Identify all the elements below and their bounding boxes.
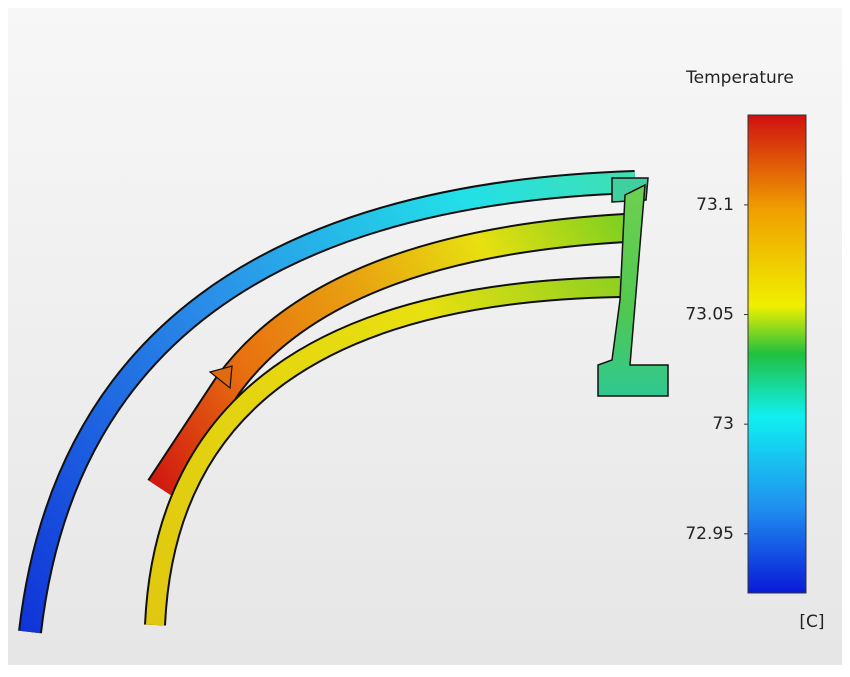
tick-label: 72.95 [685, 524, 734, 544]
tick-label: 73.1 [696, 195, 734, 215]
tick-label: 73.05 [685, 305, 734, 325]
legend-title: Temperature [685, 68, 794, 88]
page: Temperature [C] 73.173.057372.95 (() => … [0, 0, 850, 673]
tick-label: 73 [712, 414, 734, 434]
legend-unit: [C] [799, 612, 824, 632]
viewport-background [8, 8, 842, 665]
result-viewer: Temperature [C] 73.1 73.05 73 72.95 [0, 0, 850, 673]
color-bar [748, 115, 806, 593]
